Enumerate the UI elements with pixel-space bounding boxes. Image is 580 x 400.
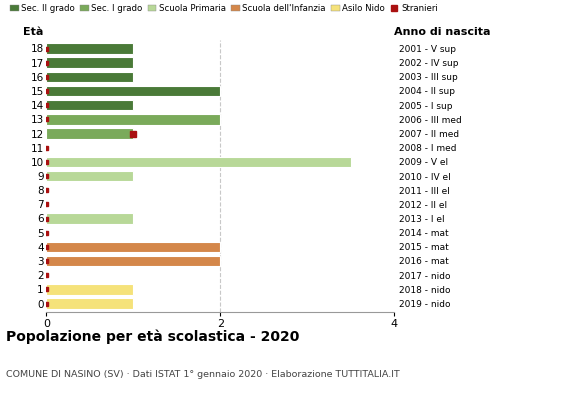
Bar: [46, 43, 133, 54]
Text: Età: Età: [23, 27, 43, 37]
Bar: [46, 298, 133, 309]
Bar: [46, 86, 220, 96]
Bar: [46, 156, 351, 167]
Bar: [46, 100, 133, 110]
Bar: [46, 213, 133, 224]
Bar: [46, 128, 133, 139]
Bar: [46, 114, 220, 125]
Bar: [46, 256, 220, 266]
Text: COMUNE DI NASINO (SV) · Dati ISTAT 1° gennaio 2020 · Elaborazione TUTTITALIA.IT: COMUNE DI NASINO (SV) · Dati ISTAT 1° ge…: [6, 370, 400, 379]
Bar: [46, 171, 133, 181]
Text: Anno di nascita: Anno di nascita: [394, 27, 491, 37]
Bar: [46, 284, 133, 295]
Bar: [46, 57, 133, 68]
Bar: [46, 242, 220, 252]
Bar: [46, 72, 133, 82]
Text: Popolazione per età scolastica - 2020: Popolazione per età scolastica - 2020: [6, 330, 299, 344]
Legend: Sec. II grado, Sec. I grado, Scuola Primaria, Scuola dell'Infanzia, Asilo Nido, : Sec. II grado, Sec. I grado, Scuola Prim…: [10, 4, 438, 13]
